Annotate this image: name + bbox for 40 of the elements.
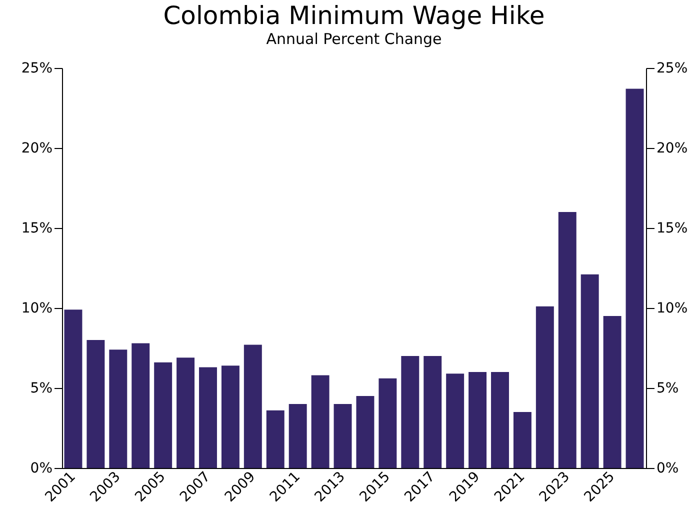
bar xyxy=(154,362,172,468)
y2-tick-label: 10% xyxy=(656,300,688,316)
y2-tick-label: 20% xyxy=(656,140,688,156)
y-tick-label: 5% xyxy=(30,380,52,396)
y2-tick-label: 5% xyxy=(656,380,679,396)
y-tick-label: 25% xyxy=(21,60,52,76)
bar xyxy=(468,372,487,468)
chart-subtitle: Annual Percent Change xyxy=(266,30,442,48)
bar xyxy=(446,374,464,468)
bar xyxy=(199,367,217,468)
bar xyxy=(244,344,262,468)
bar xyxy=(311,375,330,468)
y-tick-label: 10% xyxy=(21,300,52,316)
bar xyxy=(424,356,442,468)
bar xyxy=(536,306,554,468)
bar xyxy=(626,88,644,468)
bar xyxy=(603,316,622,468)
chart-title: Colombia Minimum Wage Hike xyxy=(163,1,545,30)
bar xyxy=(558,212,576,468)
y-tick-label: 15% xyxy=(21,220,52,236)
bar xyxy=(109,350,128,468)
bar xyxy=(132,343,150,468)
y2-tick-label: 0% xyxy=(656,460,679,476)
bar xyxy=(580,274,599,468)
bar xyxy=(401,356,420,468)
bar xyxy=(221,366,240,468)
bar xyxy=(64,310,82,468)
bar xyxy=(86,340,105,468)
bar xyxy=(378,378,397,468)
bar xyxy=(288,404,307,468)
bar xyxy=(176,358,195,468)
bar xyxy=(266,410,284,468)
bar xyxy=(491,372,509,468)
y-tick-label: 20% xyxy=(21,140,52,156)
y2-tick-label: 15% xyxy=(656,220,688,236)
bar xyxy=(356,396,374,468)
y-tick-label: 0% xyxy=(30,460,52,476)
y2-tick-label: 25% xyxy=(656,60,688,76)
bar xyxy=(513,412,532,468)
bar xyxy=(334,404,352,468)
